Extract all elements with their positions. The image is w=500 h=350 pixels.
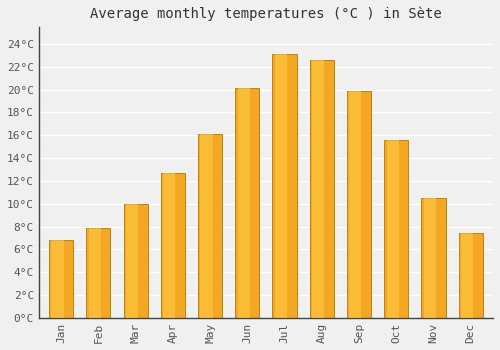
Bar <box>86 228 110 318</box>
Bar <box>386 140 398 318</box>
Bar <box>124 204 148 318</box>
Bar <box>350 91 362 318</box>
Bar <box>461 233 473 318</box>
Bar <box>52 240 64 318</box>
Bar <box>200 134 212 318</box>
Bar <box>160 173 185 318</box>
Bar <box>198 134 222 318</box>
Bar <box>49 240 73 318</box>
Bar <box>422 198 446 318</box>
Bar <box>88 228 101 318</box>
Title: Average monthly temperatures (°C ) in Sète: Average monthly temperatures (°C ) in Sè… <box>90 7 442 21</box>
Bar <box>163 173 175 318</box>
Bar <box>310 60 334 318</box>
Bar <box>458 233 483 318</box>
Bar <box>347 91 371 318</box>
Bar <box>238 89 250 318</box>
Bar <box>312 60 324 318</box>
Bar <box>275 54 287 318</box>
Bar <box>424 198 436 318</box>
Bar <box>235 89 260 318</box>
Bar <box>384 140 408 318</box>
Bar <box>272 54 296 318</box>
Bar <box>126 204 138 318</box>
